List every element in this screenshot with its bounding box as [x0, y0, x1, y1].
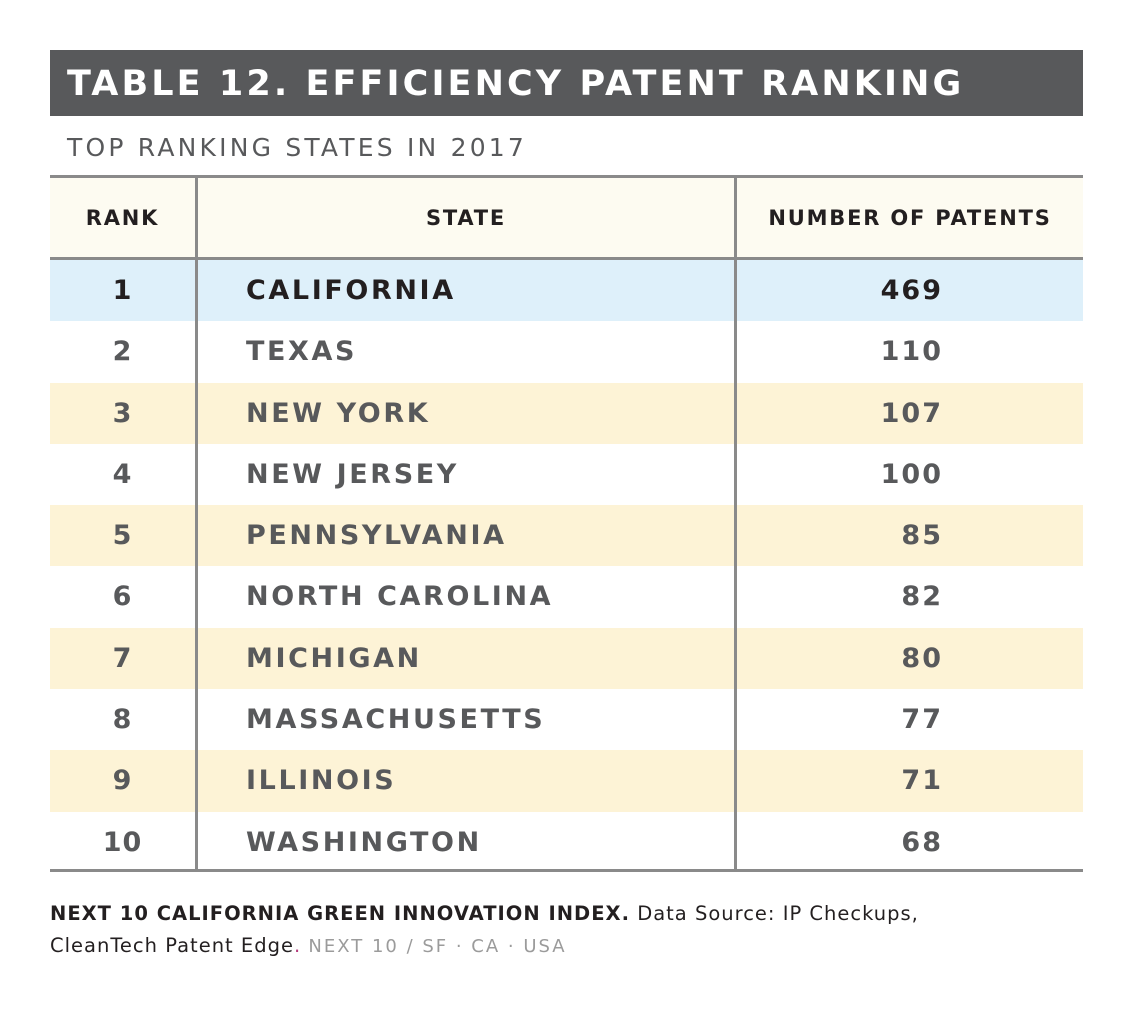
state-cell: MICHIGAN	[246, 642, 422, 674]
header-number-of-patents: NUMBER OF PATENTS	[768, 206, 1052, 230]
bottom-rule	[50, 869, 1083, 872]
table-row: 10 WASHINGTON 68	[50, 811, 1083, 873]
rank-cell: 5	[112, 520, 133, 552]
patents-cell: 80	[901, 642, 943, 674]
top-rule	[50, 175, 1083, 178]
header-rank: RANK	[85, 206, 160, 230]
table-row: 5 PENNSYLVANIA 85	[50, 505, 1083, 567]
state-cell: NEW JERSEY	[246, 458, 459, 490]
patents-cell: 469	[880, 275, 943, 306]
patents-cell: 68	[901, 826, 943, 858]
table-row: 2 TEXAS 110	[50, 321, 1083, 383]
header-rule	[50, 257, 1083, 260]
patents-cell: 100	[880, 458, 943, 490]
footer: NEXT 10 CALIFORNIA GREEN INNOVATION INDE…	[50, 898, 1083, 963]
patents-cell: 77	[901, 704, 943, 736]
table-row: 6 NORTH CAROLINA 82	[50, 566, 1083, 628]
patents-cell: 85	[901, 520, 943, 552]
rank-cell: 4	[112, 458, 133, 490]
state-cell: NEW YORK	[246, 397, 431, 429]
rank-cell: 6	[112, 581, 133, 613]
footer-org: NEXT 10 CALIFORNIA GREEN INNOVATION INDE…	[50, 902, 630, 925]
rank-cell: 10	[102, 826, 143, 858]
state-cell: ILLINOIS	[246, 765, 397, 797]
patents-cell: 71	[901, 765, 943, 797]
state-cell: TEXAS	[246, 336, 358, 368]
column-divider-rank	[195, 175, 198, 872]
ranking-table: RANK STATE NUMBER OF PATENTS 1 CALIFORNIA…	[50, 175, 1083, 873]
header-state: STATE	[425, 206, 507, 230]
state-cell: NORTH CAROLINA	[246, 581, 554, 613]
rank-cell: 2	[112, 336, 133, 368]
patents-cell: 110	[880, 336, 943, 368]
table-row: 8 MASSACHUSETTS 77	[50, 689, 1083, 751]
table-row: 4 NEW JERSEY 100	[50, 443, 1083, 506]
table-body: 1 CALIFORNIA 469 2 TEXAS 110 3 NEW YORK 107 4 NEW …	[50, 260, 1083, 873]
patents-cell: 82	[901, 581, 943, 613]
footer-dot: .	[293, 934, 302, 957]
rank-cell: 7	[112, 642, 133, 674]
footer-source-line2: CleanTech Patent Edge	[50, 934, 294, 957]
table-title: TABLE 12. EFFICIENCY PATENT RANKING	[67, 64, 965, 104]
rank-cell: 8	[112, 704, 133, 736]
title-bar: TABLE 12. EFFICIENCY PATENT RANKING	[50, 50, 1083, 116]
table-subtitle: TOP RANKING STATES IN 2017	[67, 133, 528, 162]
state-cell: WASHINGTON	[246, 826, 482, 858]
column-divider-state	[734, 175, 737, 872]
table-header	[50, 178, 1083, 257]
state-cell: MASSACHUSETTS	[246, 704, 546, 736]
rank-cell: 1	[112, 275, 133, 306]
state-cell: PENNSYLVANIA	[246, 520, 507, 552]
state-cell: CALIFORNIA	[246, 275, 456, 306]
footer-brand: NEXT 10 / SF · CA · USA	[308, 936, 567, 957]
table-row: 7 MICHIGAN 80	[50, 627, 1083, 690]
table-row: 3 NEW YORK 107	[50, 382, 1083, 444]
footer-source-line1: Data Source: IP Checkups,	[637, 902, 919, 925]
patents-cell: 107	[880, 397, 943, 429]
table-row: 9 ILLINOIS 71	[50, 750, 1083, 812]
rank-cell: 3	[112, 397, 133, 429]
table-row: 1 CALIFORNIA 469	[50, 260, 1083, 322]
rank-cell: 9	[112, 765, 133, 797]
